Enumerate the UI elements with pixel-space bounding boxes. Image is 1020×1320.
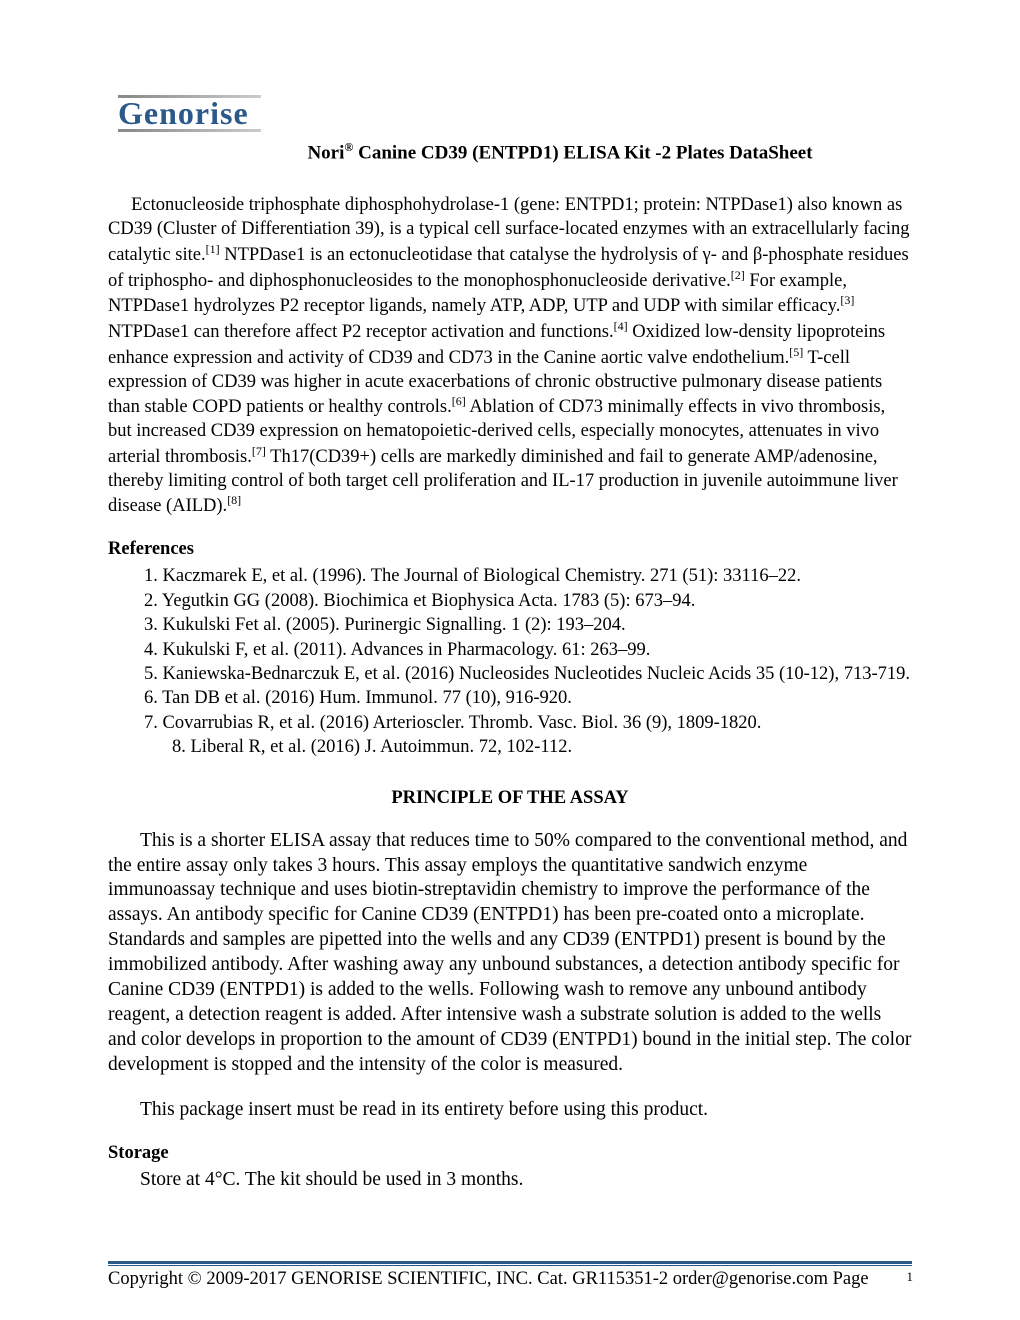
intro-paragraph: Ectonucleoside triphosphate diphosphohyd… bbox=[108, 194, 912, 519]
page-number: 1 bbox=[907, 1269, 914, 1285]
logo-text: Genorise bbox=[118, 95, 912, 132]
reference-item: 4. Kukulski F, et al. (2011). Advances i… bbox=[144, 638, 912, 662]
footer-divider-thick bbox=[108, 1261, 912, 1264]
principle-paragraph-2: This package insert must be read in its … bbox=[108, 1098, 912, 1123]
registered-mark: ® bbox=[344, 140, 353, 154]
reference-item: 8. Liberal R, et al. (2016) J. Autoimmun… bbox=[144, 735, 912, 759]
reference-item: 1. Kaczmarek E, et al. (1996). The Journ… bbox=[144, 564, 912, 588]
principle-heading: PRINCIPLE OF THE ASSAY bbox=[108, 788, 912, 809]
references-section: References 1. Kaczmarek E, et al. (1996)… bbox=[108, 539, 912, 759]
reference-item: 3. Kukulski Fet al. (2005). Purinergic S… bbox=[144, 613, 912, 637]
logo: Genorise bbox=[118, 95, 912, 132]
title-prefix: Nori bbox=[307, 142, 344, 163]
footer: Copyright © 2009-2017 GENORISE SCIENTIFI… bbox=[108, 1261, 912, 1290]
storage-heading: Storage bbox=[108, 1143, 912, 1164]
reference-item: 2. Yegutkin GG (2008). Biochimica et Bio… bbox=[144, 589, 912, 613]
footer-text: Copyright © 2009-2017 GENORISE SCIENTIFI… bbox=[108, 1269, 912, 1290]
references-heading: References bbox=[108, 539, 912, 560]
reference-item: 6. Tan DB et al. (2016) Hum. Immunol. 77… bbox=[144, 686, 912, 710]
reference-item: 7. Covarrubias R, et al. (2016) Arterios… bbox=[144, 711, 912, 735]
footer-divider-thin bbox=[108, 1265, 912, 1266]
copyright-text: Copyright © 2009-2017 GENORISE SCIENTIFI… bbox=[108, 1269, 869, 1290]
storage-text: Store at 4°C. The kit should be used in … bbox=[108, 1168, 912, 1193]
references-list: 1. Kaczmarek E, et al. (1996). The Journ… bbox=[108, 564, 912, 759]
title-suffix: Canine CD39 (ENTPD1) ELISA Kit -2 Plates… bbox=[353, 142, 812, 163]
reference-item: 5. Kaniewska-Bednarczuk E, et al. (2016)… bbox=[144, 662, 912, 686]
principle-paragraph-1: This is a shorter ELISA assay that reduc… bbox=[108, 829, 912, 1079]
storage-section: Storage Store at 4°C. The kit should be … bbox=[108, 1143, 912, 1193]
document-title: Nori® Canine CD39 (ENTPD1) ELISA Kit -2 … bbox=[208, 140, 912, 164]
